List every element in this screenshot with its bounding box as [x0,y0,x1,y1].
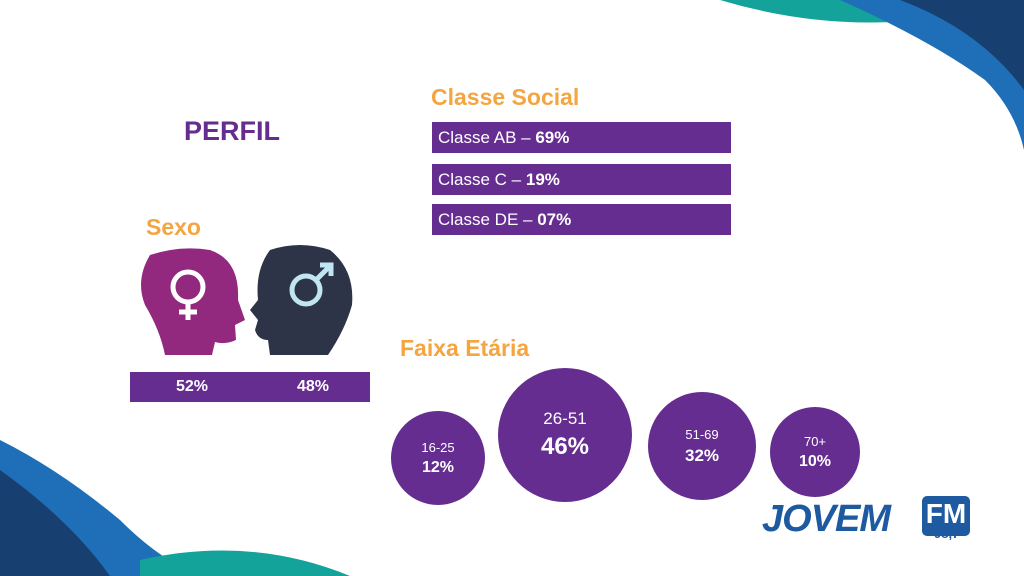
age-range: 51-69 [685,426,719,442]
class-label: Classe C – [438,170,522,189]
age-value: 12% [421,458,455,476]
class-value: 07% [537,210,572,229]
slide-title: PERFIL [184,116,281,146]
female-value: 52% [176,378,209,395]
section-heading: Sexo [146,214,201,240]
age-circle: 26-51 46% [498,368,632,502]
age-circle: 16-25 12% [391,411,485,505]
age-value: 10% [798,452,832,470]
class-bar: Classe AB – 69% [432,122,731,153]
section-heading: Faixa Etária [400,335,530,361]
age-value: 46% [540,433,590,460]
age-range: 16-25 [421,439,455,455]
male-symbol [314,262,334,282]
logo-name: JOVEM [762,498,891,540]
age-range: 70+ [803,433,827,449]
female-symbol [179,302,197,320]
sex-bar: 52% 48% [130,372,370,402]
wave [140,550,350,576]
male-symbol [289,273,323,307]
class-bar: Classe C – 19% [432,164,731,195]
age-value: 32% [684,445,720,465]
male-value: 48% [297,378,330,395]
class-bar: Classe DE – 07% [432,204,731,235]
section-heading: Classe Social [431,84,580,110]
age-circle: 70+ 10% [770,407,860,497]
logo-brand: FM [922,496,970,536]
wave [900,0,1024,90]
wave [0,470,110,576]
age-circle: 51-69 32% [648,392,756,500]
class-label: Classe AB – [438,128,531,147]
class-value: 19% [525,170,560,189]
age-range: 26-51 [543,409,587,428]
male-head [250,245,353,355]
logo-frequency: 98,7 [934,526,960,541]
class-value: 69% [535,128,570,147]
class-label: Classe DE – [438,210,533,229]
